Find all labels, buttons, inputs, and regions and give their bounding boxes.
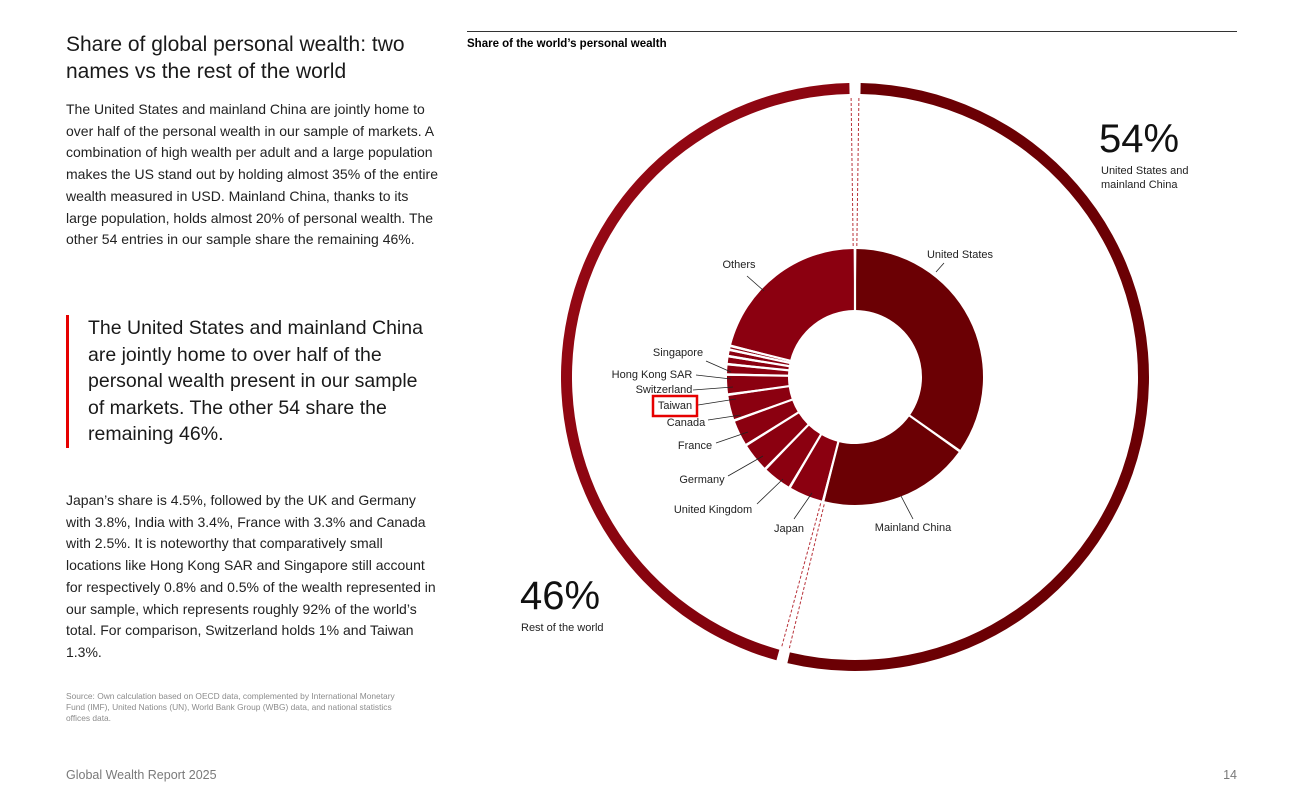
leader-line-taiwan — [697, 398, 737, 406]
inner-slice-united-states — [855, 249, 984, 450]
inner-label-singapore: Singapore — [653, 347, 703, 359]
inner-slice-germany — [747, 413, 808, 468]
inner-slice-united-kingdom — [766, 425, 821, 487]
highlight-box-taiwan — [651, 394, 699, 418]
leader-line-hong-kong-sar — [695, 374, 732, 380]
inner-label-mainland-china: Mainland China — [875, 522, 952, 534]
inner-label-canada: Canada — [667, 417, 706, 429]
connector-us-china-start — [850, 96, 854, 247]
slice-separator — [726, 385, 790, 397]
leader-line-canada — [707, 414, 742, 421]
slice-separator — [725, 373, 790, 377]
outer-value-us-china: 54% — [1099, 117, 1179, 161]
inner-slice-unlabeled — [735, 400, 798, 444]
slice-separator — [732, 398, 794, 423]
inner-slice-france — [728, 386, 792, 420]
inner-label-germany: Germany — [679, 474, 725, 486]
outer-value-rest: 46% — [520, 574, 600, 618]
inner-slice-switzerland — [727, 357, 789, 370]
inner-label-united-kingdom: United Kingdom — [674, 504, 752, 516]
slice-separator — [821, 440, 840, 504]
intro-paragraph: The United States and mainland China are… — [66, 101, 438, 248]
slice-separator — [727, 348, 791, 365]
detail-paragraph: Japan’s share is 4.5%, followed by the U… — [66, 492, 436, 660]
leader-line-singapore — [705, 360, 732, 373]
leader-line-united-states — [935, 262, 945, 273]
chart-title: Share of the world’s personal wealth — [467, 38, 667, 50]
inner-slice-others — [731, 249, 855, 361]
slice-separator — [763, 423, 810, 471]
source-note: Source: Own calculation based on OECD da… — [66, 691, 395, 723]
inner-slice-mainland-china — [824, 416, 959, 505]
leader-line-others — [746, 275, 765, 292]
leader-line-mainland-china — [900, 495, 914, 520]
inner-label-united-states: United States — [927, 249, 994, 261]
leader-line-switzerland — [692, 386, 734, 391]
pull-quote: The United States and mainland China are… — [66, 315, 438, 448]
leader-line-germany — [727, 455, 764, 477]
slice-separator — [744, 411, 800, 447]
slice-separator — [726, 354, 791, 368]
outer-label-us-china-line1: United States and — [1101, 165, 1188, 177]
footer-report-name: Global Wealth Report 2025 — [66, 768, 217, 782]
connector-us-china-start — [856, 96, 860, 247]
inner-label-japan: Japan — [774, 523, 804, 535]
slice-separator — [725, 362, 790, 372]
slice-separator — [787, 433, 823, 490]
inner-label-switzerland: Switzerland — [636, 384, 693, 396]
connector-us-china-end — [780, 503, 822, 649]
connector-us-china-end — [788, 504, 825, 651]
inner-label-taiwan: Taiwan — [658, 400, 692, 412]
inner-slice-singapore — [730, 347, 790, 363]
inner-slice-japan — [791, 435, 838, 501]
outer-label-us-china-line2: mainland China — [1101, 179, 1178, 191]
slice-separator — [728, 344, 792, 363]
outer-label-rest: Rest of the world — [521, 622, 604, 634]
leader-line-united-kingdom — [756, 478, 784, 505]
page-title: Share of global personal wealth: two nam… — [66, 33, 405, 83]
leader-line-france — [715, 431, 749, 444]
inner-label-france: France — [678, 440, 712, 452]
inner-slice-canada — [727, 375, 789, 394]
inner-label-hong-kong-sar: Hong Kong SAR — [612, 369, 693, 381]
leader-line-japan — [793, 492, 813, 520]
inner-label-others: Others — [722, 259, 756, 271]
inner-slice-hong-kong-sar — [728, 351, 790, 366]
slice-separator — [908, 414, 962, 453]
footer-page-number: 14 — [1223, 768, 1237, 782]
outer-slice-rest-of-the-world — [561, 83, 850, 661]
chart-top-rule — [467, 31, 1237, 32]
inner-slice-taiwan — [727, 365, 789, 376]
